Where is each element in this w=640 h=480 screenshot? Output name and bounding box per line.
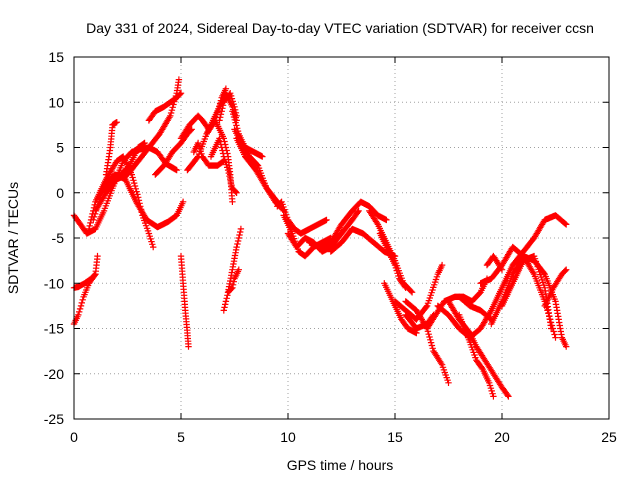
y-tick-label: -15	[44, 321, 64, 337]
data-point-markers	[177, 252, 192, 350]
data-point-markers	[145, 90, 185, 124]
series-arc-43	[541, 266, 570, 310]
series-arc-21	[229, 108, 266, 160]
series-arc-42	[498, 252, 555, 332]
series-arc-14	[190, 139, 227, 169]
data-point-markers	[498, 252, 555, 332]
series-arc-31	[391, 261, 446, 323]
data-point-markers	[541, 266, 570, 310]
series-arc-09	[145, 90, 185, 124]
data-point-markers	[102, 171, 187, 231]
series-arc-17	[216, 90, 240, 124]
x-tick-label: 25	[601, 429, 617, 445]
y-axis-label: SDTVAR / TECUs	[5, 182, 21, 294]
series-arc-11	[177, 252, 192, 350]
data-marks	[70, 76, 570, 400]
data-point-markers	[102, 119, 120, 178]
data-point-markers	[402, 298, 452, 386]
axes: 0 5 10 15 20 25 -25 -20 -15 -10 -5 0 5 10 15	[44, 49, 617, 445]
data-point-markers	[224, 266, 242, 296]
series-arc-07	[102, 119, 120, 178]
data-point-markers	[466, 212, 570, 341]
series-arc-08	[102, 171, 187, 231]
data-point-markers	[376, 230, 409, 291]
data-point-markers	[152, 126, 195, 178]
x-tick-label: 20	[494, 429, 510, 445]
series-arc-39	[466, 212, 570, 341]
series-arc-37	[456, 311, 497, 400]
y-tick-label: 10	[48, 94, 64, 110]
y-tick-label: -25	[44, 411, 64, 427]
series-arc-44	[483, 252, 506, 273]
series-arc-41	[477, 243, 559, 341]
series-arc-33	[402, 298, 452, 386]
y-tick-label: 15	[48, 49, 64, 65]
x-tick-label: 10	[280, 429, 296, 445]
data-point-markers	[207, 135, 240, 196]
y-tick-label: 0	[56, 185, 64, 201]
series-arc-30	[381, 280, 420, 337]
series-arc-10	[152, 126, 195, 178]
series-arc-26	[306, 198, 390, 251]
y-tick-label: 5	[56, 140, 64, 156]
data-point-markers	[391, 261, 446, 323]
y-tick-label: -10	[44, 275, 64, 291]
series-arc-16	[207, 135, 240, 196]
data-point-markers	[190, 139, 227, 169]
x-axis-label: GPS time / hours	[287, 457, 394, 473]
y-tick-label: -5	[52, 230, 65, 246]
series-arc-19	[224, 266, 242, 296]
x-tick-label: 5	[177, 429, 185, 445]
chart-title: Day 331 of 2024, Sidereal Day-to-day VTE…	[86, 20, 594, 36]
x-tick-label: 0	[70, 429, 78, 445]
data-point-markers	[306, 198, 390, 251]
data-point-markers	[229, 108, 266, 160]
series-arc-29	[376, 230, 409, 291]
x-tick-label: 15	[387, 429, 403, 445]
data-point-markers	[477, 243, 559, 341]
data-point-markers	[456, 311, 497, 400]
y-tick-label: -20	[44, 366, 64, 382]
data-point-markers	[483, 252, 506, 273]
data-point-markers	[381, 280, 420, 337]
data-point-markers	[216, 90, 240, 124]
